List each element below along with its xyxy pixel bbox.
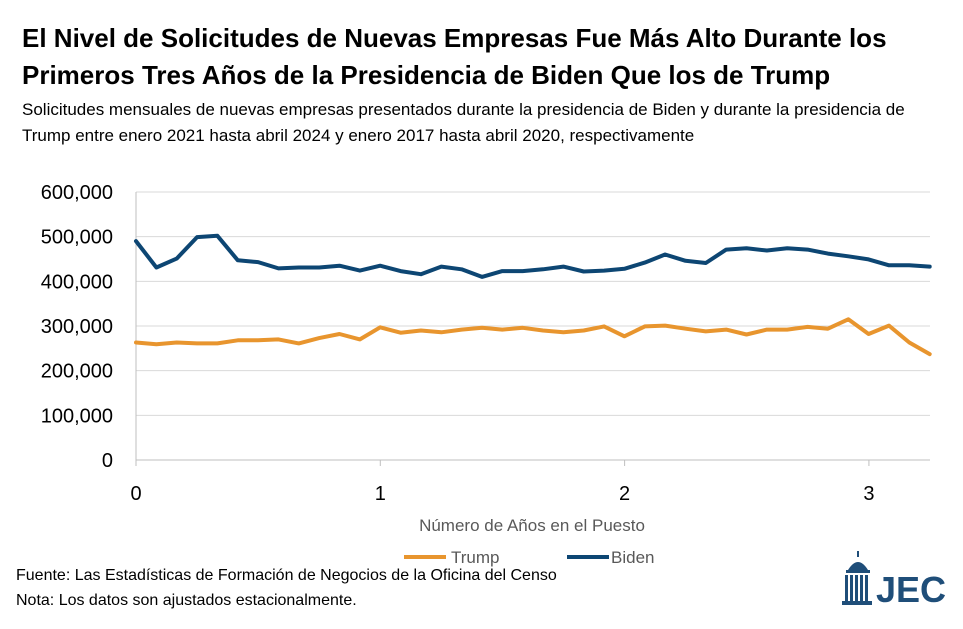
source-note: Fuente: Las Estadísticas de Formación de… <box>16 567 557 584</box>
capitol-dome-icon <box>842 551 872 605</box>
y-tick-label: 0 <box>102 450 113 472</box>
chart-title: El Nivel de Solicitudes de Nuevas Empres… <box>22 23 887 90</box>
x-tick-label: 3 <box>863 483 874 505</box>
series-line-trump <box>134 317 932 357</box>
x-tick-label: 1 <box>375 483 386 505</box>
data-note: Nota: Los datos son ajustados estacional… <box>16 592 357 609</box>
y-tick-label: 100,000 <box>41 405 113 427</box>
chart-subtitle: Solicitudes mensuales de nuevas empresas… <box>22 100 905 145</box>
y-tick-label: 400,000 <box>41 271 113 293</box>
y-tick-label: 600,000 <box>41 182 113 204</box>
x-tick-label: 2 <box>619 483 630 505</box>
logo-text: JEC <box>876 569 946 608</box>
y-tick-label: 500,000 <box>41 227 113 249</box>
x-axis: 0 1 2 3 <box>130 459 930 505</box>
series-line-biden <box>134 233 932 279</box>
legend-label-biden: Biden <box>611 548 654 567</box>
legend: Trump Biden <box>404 548 654 567</box>
y-axis: 0 100,000 200,000 300,000 400,000 500,000 600,… <box>41 182 137 472</box>
gridlines <box>136 191 930 416</box>
x-tick-label: 0 <box>130 483 141 505</box>
y-tick-label: 300,000 <box>41 316 113 338</box>
legend-label-trump: Trump <box>451 548 500 567</box>
x-axis-label: Número de Años en el Puesto <box>419 516 645 535</box>
jec-logo: JEC <box>842 551 946 608</box>
y-tick-label: 200,000 <box>41 361 113 383</box>
series-lines <box>134 233 932 357</box>
